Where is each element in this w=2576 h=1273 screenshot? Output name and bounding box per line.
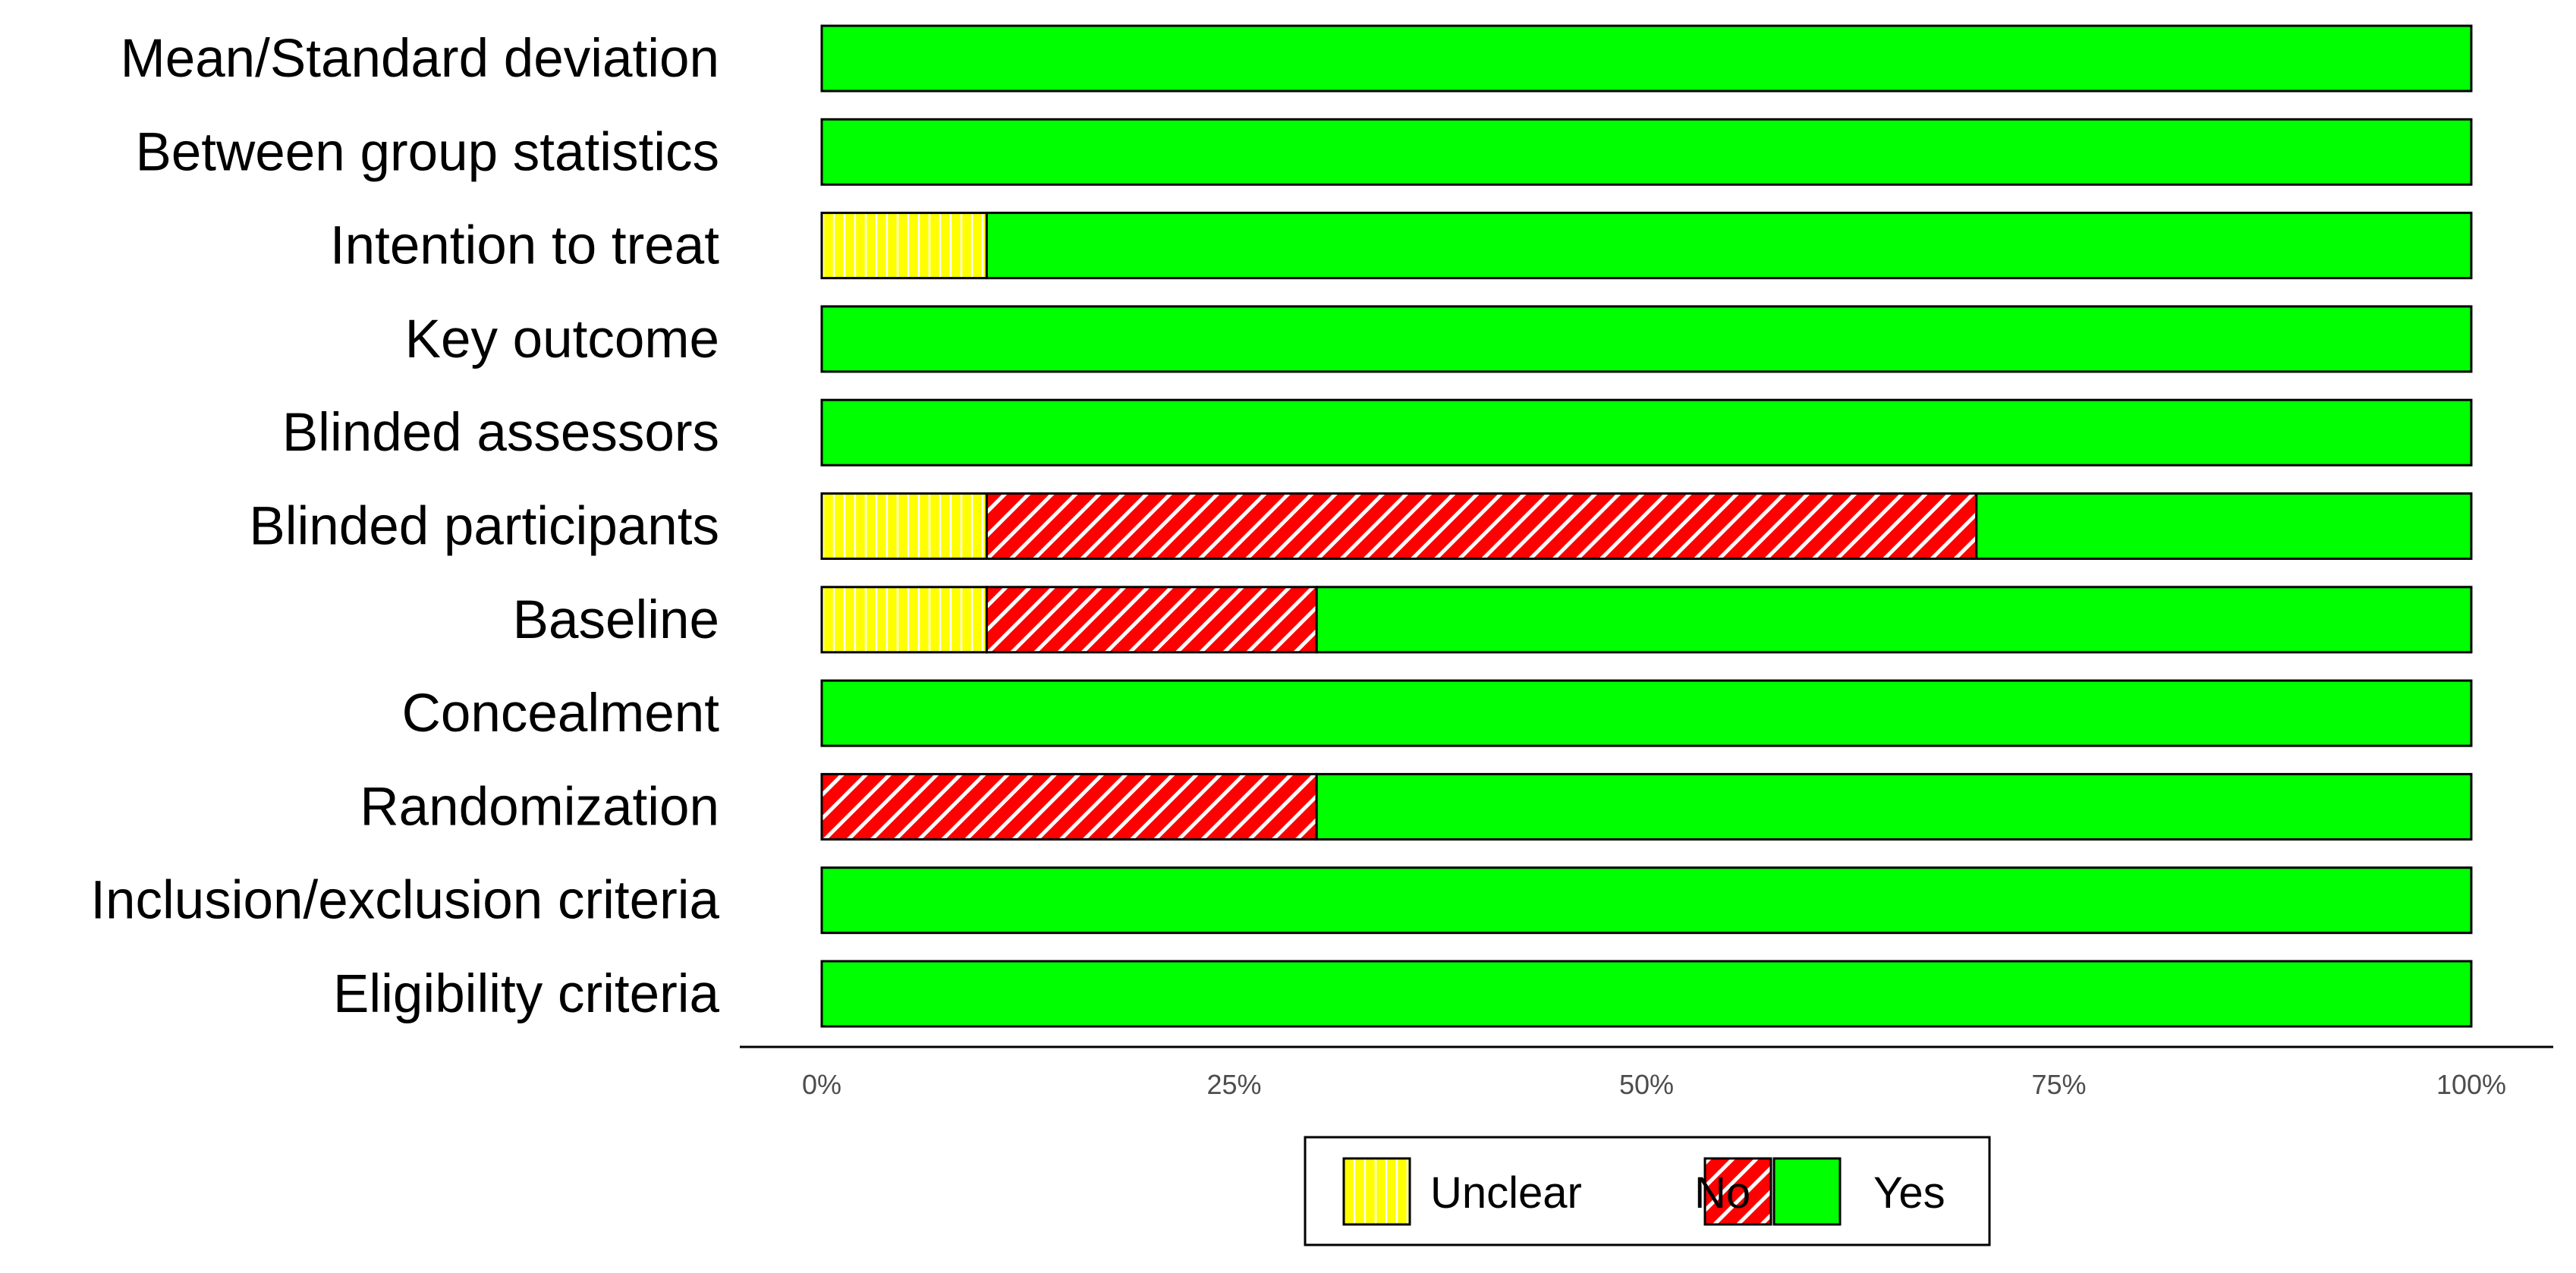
bar-segment-yes-concealment	[820, 679, 2473, 747]
legend-label-no: No	[1694, 1168, 1750, 1218]
legend: Unclear No Yes	[1304, 1136, 1991, 1246]
bar-segment-yes-inclusion-exclusion-criteria	[820, 866, 2473, 935]
x-tick-label: 50%	[1619, 1069, 1674, 1100]
bar-segment-unclear-intention-to-treat	[820, 212, 988, 280]
x-tick-label: 25%	[1206, 1069, 1261, 1100]
legend-label-yes: Yes	[1873, 1168, 1945, 1218]
bar-segment-no-baseline	[985, 586, 1318, 654]
category-label: Concealment	[402, 684, 720, 743]
bar-segment-unclear-baseline	[820, 586, 988, 654]
x-tick-label: 75%	[2031, 1069, 2086, 1100]
legend-key-unclear	[1342, 1157, 1411, 1226]
category-labels: Mean/Standard deviation Between group sta…	[90, 29, 719, 1024]
bar-segment-yes-randomization	[1315, 772, 2473, 841]
bar-segment-yes-mean-standard-deviation	[820, 24, 2473, 93]
category-label: Randomization	[360, 777, 719, 837]
category-label: Eligibility criteria	[333, 964, 719, 1024]
category-label: Inclusion/exclusion criteria	[90, 871, 719, 931]
bar-segment-no-blinded-participants	[985, 492, 1978, 560]
bar-segment-yes-blinded-participants	[1975, 492, 2473, 560]
legend-box	[1304, 1136, 1991, 1246]
bar-segment-yes-between-group-statistics	[820, 118, 2473, 186]
bar-segment-no-randomization	[820, 772, 1318, 841]
category-label: Blinded participants	[249, 497, 719, 557]
category-label: Blinded assessors	[282, 403, 719, 463]
legend-key-yes	[1772, 1157, 1842, 1226]
category-label: Key outcome	[405, 310, 719, 369]
bar-segment-yes-key-outcome	[820, 305, 2473, 373]
bar-segment-yes-baseline	[1315, 586, 2473, 654]
category-label: Baseline	[513, 590, 719, 650]
bar-segment-yes-eligibility-criteria	[820, 960, 2473, 1028]
bar-segment-unclear-blinded-participants	[820, 492, 988, 560]
legend-label-unclear: Unclear	[1430, 1168, 1582, 1218]
x-axis: 0% 25% 50% 75% 100%	[740, 1045, 2553, 1100]
category-label: Between group statistics	[135, 122, 719, 182]
bar-segment-yes-blinded-assessors	[820, 398, 2473, 467]
category-label: Mean/Standard deviation	[121, 29, 719, 89]
bar-segment-yes-intention-to-treat	[985, 212, 2473, 280]
category-label: Intention to treat	[330, 216, 719, 276]
bars	[820, 24, 2473, 1028]
x-tick-label: 0%	[802, 1069, 841, 1100]
x-tick-label: 100%	[2436, 1069, 2506, 1100]
legend-key-no	[1703, 1157, 1772, 1226]
